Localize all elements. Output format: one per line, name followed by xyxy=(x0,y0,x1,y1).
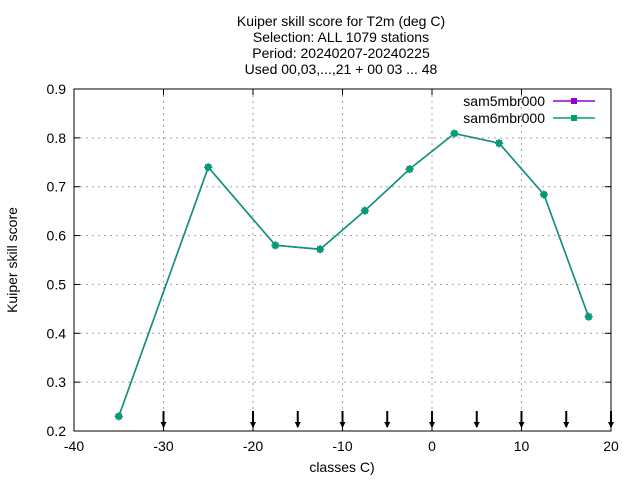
x-axis-label: classes C) xyxy=(309,459,374,475)
title-line-2: Selection: ALL 1079 stations xyxy=(253,29,429,45)
title-line-1: Kuiper skill score for T2m (deg C) xyxy=(237,13,445,29)
legend-marker-sam5mbr000 xyxy=(571,98,577,104)
class-marker-head xyxy=(563,422,570,428)
x-tick-label: 20 xyxy=(603,438,619,454)
class-marker-head xyxy=(250,422,256,428)
y-tick-label: 0.2 xyxy=(47,423,67,439)
y-tick-label: 0.6 xyxy=(47,228,67,244)
y-tick-label: 0.9 xyxy=(47,81,67,97)
y-tick-label: 0.5 xyxy=(47,276,67,292)
legend-marker-sam6mbr000 xyxy=(571,115,577,121)
y-axis-label: Kuiper skill score xyxy=(4,207,20,313)
title-line-3: Period: 20240207-20240225 xyxy=(252,45,430,61)
series-line-sam5mbr000 xyxy=(118,132,590,417)
series-line-sam6mbr000 xyxy=(118,132,590,417)
title-line-4: Used 00,03,...,21 + 00 03 ... 48 xyxy=(245,61,438,77)
class-marker-head xyxy=(518,422,525,428)
x-tick-label: -20 xyxy=(243,438,263,454)
x-tick-label: -40 xyxy=(64,438,84,454)
class-marker-head xyxy=(294,422,301,428)
grid xyxy=(74,89,611,431)
class-marker-head xyxy=(339,422,346,428)
plot-frame xyxy=(73,88,612,432)
y-tick-label: 0.3 xyxy=(47,374,67,390)
legend-label-sam5mbr000: sam5mbr000 xyxy=(463,93,545,109)
class-marker-head xyxy=(473,422,480,428)
y-tick-label: 0.8 xyxy=(47,130,67,146)
chart-title: Kuiper skill score for T2m (deg C) Selec… xyxy=(237,13,445,77)
series-group xyxy=(114,129,593,421)
class-marker-head xyxy=(384,422,391,428)
class-markers xyxy=(160,411,614,428)
x-tick-label: 10 xyxy=(514,438,530,454)
x-tick-label: -10 xyxy=(332,438,352,454)
axis-ticks: -40 -30 -20 -10 0 10 20 0.2 0.3 0.4 0.5 0.6 0.7 0.8 0.… xyxy=(47,81,619,454)
class-marker-head xyxy=(160,422,167,428)
y-tick-label: 0.4 xyxy=(47,325,67,341)
legend-label-sam6mbr000: sam6mbr000 xyxy=(463,110,545,126)
x-tick-label: 0 xyxy=(428,438,436,454)
class-marker-head xyxy=(429,422,435,428)
y-tick-label: 0.7 xyxy=(47,179,67,195)
x-tick-label: -30 xyxy=(153,438,173,454)
